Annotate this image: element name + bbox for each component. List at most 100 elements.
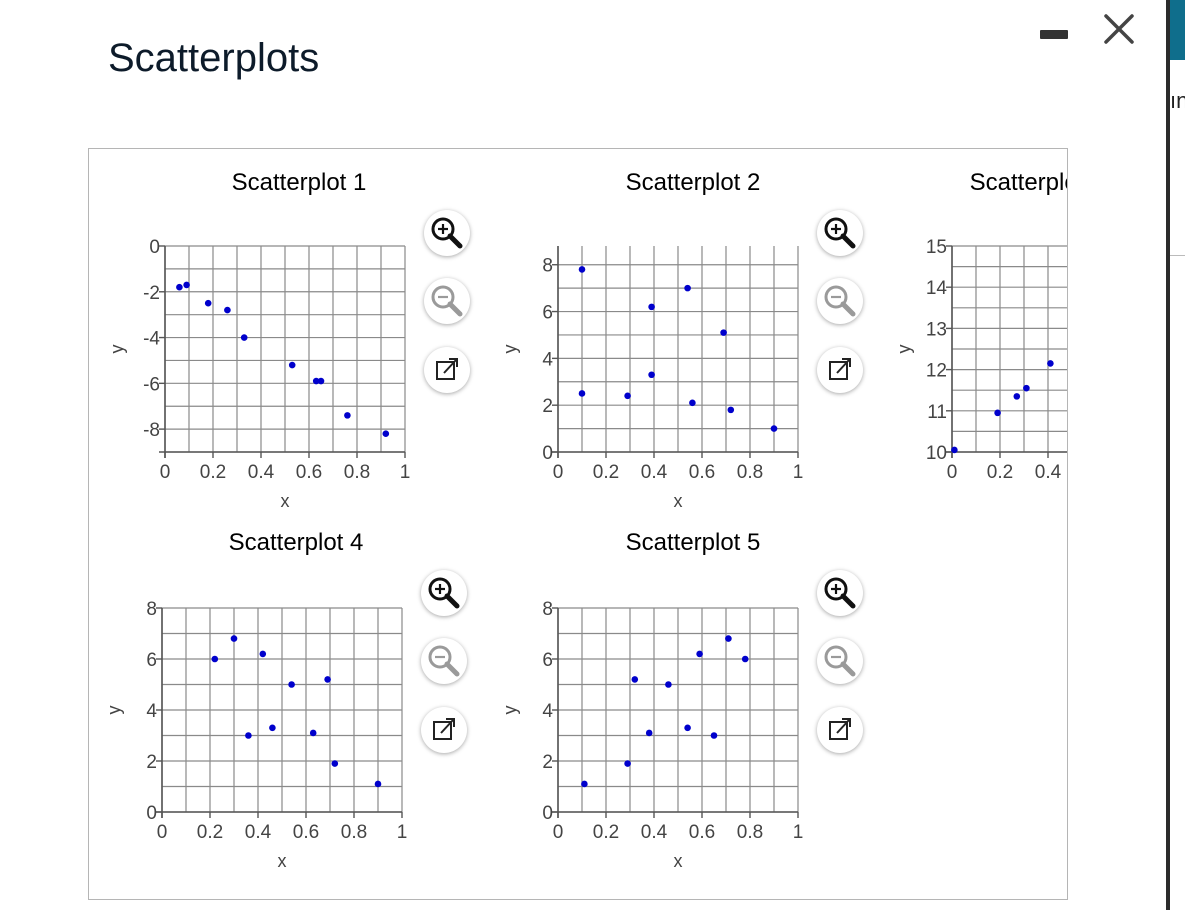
y-axis-label: y bbox=[500, 706, 520, 715]
data-point bbox=[581, 780, 588, 788]
background-window-edge: ın bbox=[1166, 0, 1185, 910]
data-point bbox=[183, 281, 190, 289]
window-border bbox=[1166, 0, 1170, 910]
open-external-button[interactable] bbox=[817, 347, 863, 393]
x-tick-label: 0 bbox=[160, 462, 171, 483]
open-external-icon bbox=[436, 358, 458, 380]
data-point bbox=[720, 329, 727, 336]
data-point bbox=[648, 371, 655, 379]
arrow-head bbox=[842, 718, 851, 727]
data-point bbox=[331, 760, 339, 767]
data-point bbox=[204, 299, 212, 307]
x-tick-label: 0.4 bbox=[248, 462, 275, 483]
data-point bbox=[224, 306, 231, 314]
y-tick-label: 4 bbox=[542, 349, 553, 370]
data-point bbox=[631, 676, 639, 683]
scatterplot-svg: 0 0.2 0.4 0.6 0.8 1 0 2 4 6 8 x y bbox=[104, 599, 408, 871]
close-button[interactable] bbox=[1100, 10, 1138, 48]
magnifier-handle bbox=[840, 301, 856, 317]
minimize-button[interactable] bbox=[1040, 28, 1068, 40]
data-point bbox=[1013, 393, 1021, 400]
data-point bbox=[374, 780, 382, 788]
zoom-out-icon bbox=[824, 285, 856, 317]
open-external-icon bbox=[433, 718, 455, 740]
plot-title: Scatterplot 1 bbox=[231, 169, 367, 196]
zoom-in-button[interactable] bbox=[421, 570, 467, 616]
data-point bbox=[176, 283, 183, 291]
magnifier-handle bbox=[840, 661, 856, 677]
data-point bbox=[648, 303, 655, 311]
x-tick-label: 0.6 bbox=[689, 462, 715, 483]
magnifier-lens bbox=[431, 217, 455, 241]
data-point bbox=[344, 412, 351, 419]
data-point bbox=[689, 399, 696, 407]
data-point bbox=[624, 392, 631, 400]
scatterplot-svg: 0 0.2 0.4 0.6 0.8 1 0 2 4 6 8 x y bbox=[500, 246, 803, 511]
plot-title: Scatterplot 3 bbox=[969, 169, 1067, 196]
window-box bbox=[829, 361, 848, 380]
zoom-out-icon bbox=[824, 645, 856, 677]
y-tick-label: 6 bbox=[542, 650, 553, 671]
y-tick-label: -8 bbox=[143, 420, 160, 441]
data-point bbox=[727, 406, 735, 414]
y-tick-label: 10 bbox=[926, 443, 947, 464]
magnifier-handle bbox=[444, 593, 460, 609]
magnifier-handle bbox=[447, 233, 463, 249]
y-tick-label: 13 bbox=[926, 319, 947, 340]
y-tick-label: 0 bbox=[149, 237, 160, 258]
background-header-strip bbox=[1170, 0, 1185, 60]
y-tick-label: 8 bbox=[146, 599, 157, 620]
x-tick-label: 1 bbox=[397, 822, 408, 843]
zoom-in-button[interactable] bbox=[424, 210, 470, 256]
data-point bbox=[269, 724, 276, 732]
zoom-out-button[interactable] bbox=[424, 278, 470, 324]
data-point bbox=[645, 729, 653, 737]
zoom-in-button[interactable] bbox=[817, 570, 863, 616]
arrow-shaft bbox=[440, 719, 454, 734]
arrow-shaft bbox=[836, 719, 850, 734]
scatterplot-svg: 0 0.2 0.4 0.6 0.8 1 0 2 4 6 8 x y bbox=[500, 599, 804, 871]
zoom-in-icon bbox=[428, 577, 460, 609]
x-tick-label: 0.2 bbox=[987, 462, 1013, 483]
plot-title: Scatterplot 4 bbox=[228, 529, 364, 556]
zoom-in-icon bbox=[824, 217, 856, 249]
y-tick-label: 6 bbox=[146, 650, 157, 671]
scatterplot-5: Scatterplot 5 0 0.2 0.4 0.6 0.8 1 0 2 4 6 8 x y bbox=[482, 509, 875, 871]
open-external-button[interactable] bbox=[421, 707, 467, 753]
page-title: Scatterplots bbox=[108, 36, 320, 80]
y-tick-label: 8 bbox=[542, 599, 553, 620]
data-point bbox=[684, 724, 691, 732]
arrow-shaft bbox=[836, 359, 850, 374]
data-point bbox=[951, 446, 958, 454]
open-external-button[interactable] bbox=[817, 707, 863, 753]
y-tick-label: 4 bbox=[146, 701, 157, 722]
data-point bbox=[288, 361, 296, 369]
scatterplot-svg: 00.20.40.60.81101112131415xy bbox=[894, 237, 1067, 483]
magnifier-lens bbox=[824, 645, 848, 669]
plot-title: Scatterplot 5 bbox=[625, 529, 761, 556]
zoom-in-icon bbox=[431, 217, 463, 249]
scatterplot-4: Scatterplot 4 0 0.2 0.4 0.6 0.8 1 0 2 4 6 8 x y bbox=[89, 509, 479, 871]
zoom-out-button[interactable] bbox=[817, 278, 863, 324]
open-external-icon bbox=[829, 718, 851, 740]
zoom-out-button[interactable] bbox=[817, 638, 863, 684]
y-tick-label: 0 bbox=[542, 803, 553, 824]
data-point bbox=[211, 655, 219, 663]
x-tick-label: 0 bbox=[553, 822, 564, 843]
y-tick-label: -4 bbox=[143, 329, 160, 350]
magnifier-handle bbox=[840, 233, 856, 249]
magnifier-lens bbox=[431, 285, 455, 309]
data-point bbox=[1047, 360, 1054, 367]
x-tick-label: 0.2 bbox=[200, 462, 226, 483]
zoom-in-button[interactable] bbox=[817, 210, 863, 256]
minimize-icon bbox=[1040, 30, 1068, 39]
x-axis-label: x bbox=[674, 851, 683, 871]
data-point bbox=[578, 390, 586, 397]
data-point bbox=[309, 729, 317, 737]
y-tick-label: -2 bbox=[143, 283, 160, 304]
y-tick-label: 14 bbox=[926, 278, 948, 299]
open-external-button[interactable] bbox=[424, 347, 470, 393]
x-tick-label: 0.6 bbox=[296, 462, 322, 483]
x-tick-label: 1 bbox=[793, 822, 804, 843]
zoom-out-button[interactable] bbox=[421, 638, 467, 684]
